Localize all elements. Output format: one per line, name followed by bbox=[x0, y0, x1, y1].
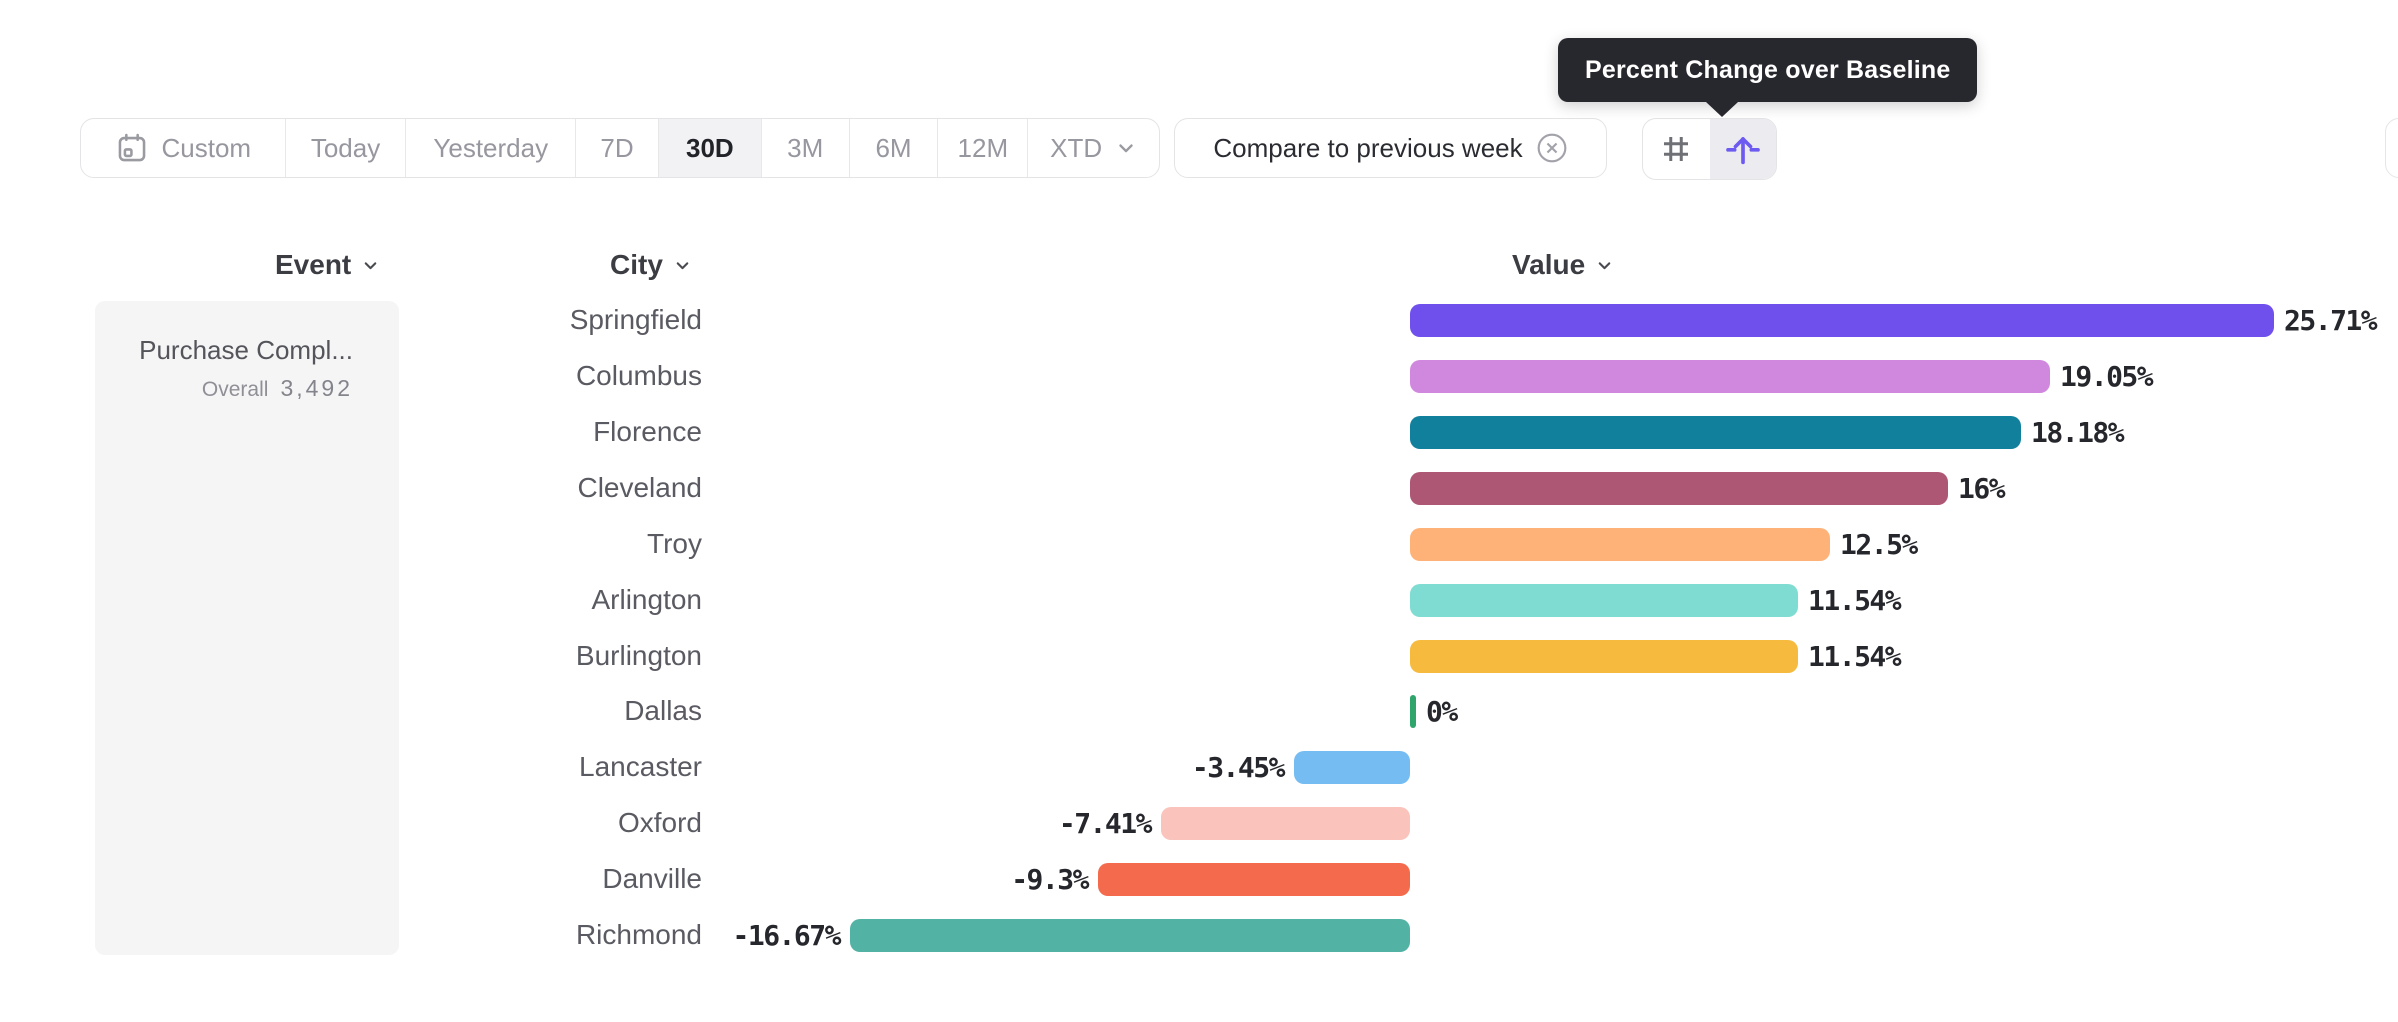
date-range-label: 12M bbox=[957, 132, 1009, 163]
value-bar[interactable] bbox=[1161, 806, 1410, 840]
date-range-3m[interactable]: 3M bbox=[760, 119, 849, 177]
percent-change-button[interactable] bbox=[1709, 119, 1776, 179]
hash-icon bbox=[1658, 131, 1694, 167]
date-range-toolbar: Custom Today Yesterday 7D 30D 3M 6M 12M XTD bbox=[80, 118, 1160, 178]
value-label: 19.05% bbox=[2060, 359, 2154, 393]
value-label: -9.3% bbox=[1011, 862, 1089, 896]
value-column-header[interactable]: Value bbox=[1512, 248, 1614, 282]
date-range-label: 6M bbox=[875, 132, 912, 163]
value-bar[interactable] bbox=[1410, 303, 2274, 337]
value-bar[interactable] bbox=[1410, 471, 1948, 505]
city-label: Arlington bbox=[591, 584, 702, 615]
value-label: 25.71% bbox=[2284, 303, 2378, 337]
circle-x-icon[interactable] bbox=[1536, 132, 1568, 164]
city-label: Dallas bbox=[624, 695, 702, 726]
table-row: Springfield 25.71% bbox=[0, 292, 2398, 348]
value-bar[interactable] bbox=[1410, 415, 2021, 449]
overall-value: 3,492 bbox=[280, 375, 353, 401]
percent-change-baseline-icon bbox=[1723, 129, 1763, 169]
value-bar[interactable] bbox=[1410, 359, 2050, 393]
date-range-xtd[interactable]: XTD bbox=[1027, 119, 1159, 177]
value-label: 18.18% bbox=[2031, 415, 2125, 449]
tooltip-caret bbox=[1706, 102, 1738, 117]
table-row: Danville -9.3% bbox=[0, 851, 2398, 907]
date-range-yesterday[interactable]: Yesterday bbox=[405, 119, 575, 177]
event-card[interactable]: Purchase Compl... Overall 3,492 bbox=[95, 301, 399, 955]
city-label: Oxford bbox=[617, 807, 702, 838]
table-row: Dallas 0% bbox=[0, 683, 2398, 739]
date-range-6m[interactable]: 6M bbox=[848, 119, 938, 177]
value-label: -16.67% bbox=[732, 918, 841, 952]
date-range-label: 30D bbox=[685, 132, 734, 163]
value-bar[interactable] bbox=[1410, 583, 1798, 617]
city-label: Columbus bbox=[575, 360, 702, 391]
chevron-down-icon bbox=[673, 256, 692, 275]
date-range-label: Today bbox=[310, 132, 381, 163]
value-header-label: Value bbox=[1512, 249, 1586, 280]
value-bar[interactable] bbox=[1294, 750, 1410, 784]
value-bar[interactable] bbox=[1098, 862, 1410, 896]
table-row: Lancaster -3.45% bbox=[0, 739, 2398, 795]
date-range-custom[interactable]: Custom bbox=[81, 119, 285, 177]
table-row: Columbus 19.05% bbox=[0, 348, 2398, 404]
view-toggle-group bbox=[1642, 118, 1777, 180]
tooltip: Percent Change over Baseline bbox=[1558, 38, 1978, 102]
value-label: 11.54% bbox=[1808, 583, 1902, 617]
city-label: Florence bbox=[593, 416, 702, 447]
value-label: 12.5% bbox=[1840, 527, 1918, 561]
date-range-30d[interactable]: 30D bbox=[657, 119, 761, 177]
table-row: Troy 12.5% bbox=[0, 516, 2398, 572]
city-label: Richmond bbox=[575, 919, 702, 950]
value-label: 11.54% bbox=[1808, 639, 1902, 673]
value-bar[interactable] bbox=[1410, 639, 1798, 673]
city-label: Danville bbox=[602, 863, 702, 894]
table-row: Florence 18.18% bbox=[0, 404, 2398, 460]
city-label: Springfield bbox=[569, 304, 702, 335]
event-header-label: Event bbox=[275, 249, 352, 280]
tooltip-text: Percent Change over Baseline bbox=[1585, 55, 1951, 84]
table-row: Burlington 11.54% bbox=[0, 628, 2398, 684]
value-bar[interactable] bbox=[1410, 527, 1830, 561]
table-row: Richmond -16.67% bbox=[0, 907, 2398, 963]
date-range-label: Yesterday bbox=[433, 132, 549, 163]
clipped-control[interactable] bbox=[2385, 118, 2398, 178]
event-column-header[interactable]: Event bbox=[275, 248, 380, 282]
table-row: Cleveland 16% bbox=[0, 460, 2398, 516]
city-label: Troy bbox=[647, 528, 702, 559]
date-range-7d[interactable]: 7D bbox=[575, 119, 658, 177]
value-bar[interactable] bbox=[1410, 694, 1416, 728]
chevron-down-icon bbox=[361, 256, 380, 275]
date-range-label: XTD bbox=[1050, 132, 1103, 163]
date-range-12m[interactable]: 12M bbox=[937, 119, 1027, 177]
city-label: Cleveland bbox=[577, 472, 702, 503]
calendar-icon bbox=[115, 131, 149, 165]
date-range-label: 3M bbox=[787, 132, 824, 163]
overall-label: Overall bbox=[201, 378, 269, 401]
compare-pill[interactable]: Compare to previous week bbox=[1174, 118, 1607, 178]
date-range-label: Custom bbox=[161, 132, 252, 163]
city-header-label: City bbox=[610, 249, 663, 280]
value-bar[interactable] bbox=[850, 918, 1410, 952]
event-name: Purchase Compl... bbox=[139, 335, 353, 365]
date-range-label: 7D bbox=[600, 132, 634, 163]
city-label: Burlington bbox=[575, 640, 702, 671]
value-label: 16% bbox=[1958, 471, 2006, 505]
city-label: Lancaster bbox=[579, 751, 702, 782]
date-range-today[interactable]: Today bbox=[284, 119, 406, 177]
value-label: -3.45% bbox=[1191, 750, 1286, 784]
value-label: 0% bbox=[1426, 694, 1458, 728]
table-row: Oxford -7.41% bbox=[0, 795, 2398, 851]
event-overall: Overall 3,492 bbox=[95, 375, 353, 402]
chevron-down-icon bbox=[1595, 256, 1614, 275]
city-column-header[interactable]: City bbox=[610, 248, 692, 282]
chevron-down-icon bbox=[1115, 137, 1137, 159]
grid-values-button[interactable] bbox=[1643, 119, 1710, 179]
value-label: -7.41% bbox=[1058, 806, 1153, 840]
compare-label: Compare to previous week bbox=[1213, 132, 1523, 163]
table-row: Arlington 11.54% bbox=[0, 572, 2398, 628]
